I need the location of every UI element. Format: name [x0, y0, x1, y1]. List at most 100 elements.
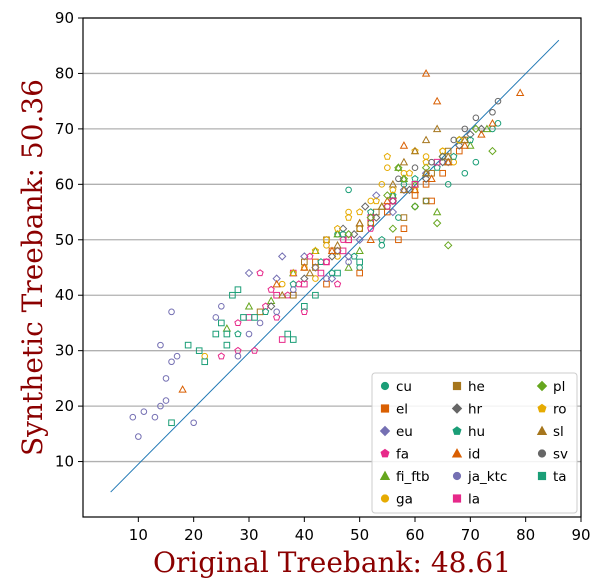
legend-marker — [452, 471, 462, 481]
data-point — [339, 247, 347, 255]
data-point — [140, 408, 148, 415]
data-point — [245, 314, 253, 321]
data-point — [240, 314, 247, 321]
data-point — [323, 275, 330, 282]
data-point — [383, 196, 392, 205]
x-tick-label: 10 — [129, 526, 148, 544]
data-point — [355, 235, 364, 244]
data-point — [356, 208, 364, 216]
data-point — [367, 224, 375, 232]
y-tick-label: 60 — [55, 175, 74, 193]
data-point — [388, 224, 398, 233]
data-point — [312, 275, 319, 282]
data-point — [383, 191, 392, 200]
data-point — [244, 301, 254, 310]
data-point — [223, 330, 231, 338]
data-point — [384, 164, 391, 171]
data-point — [378, 181, 386, 188]
data-point — [421, 168, 431, 177]
data-point — [266, 302, 276, 311]
data-point — [333, 280, 342, 288]
legend-item: id — [451, 447, 480, 463]
data-point — [377, 202, 387, 210]
legend-marker — [452, 381, 462, 391]
data-point — [356, 258, 363, 266]
data-point — [289, 286, 297, 293]
data-point — [295, 280, 303, 288]
data-point — [455, 147, 463, 155]
data-point — [344, 263, 353, 271]
data-point — [367, 197, 375, 205]
data-point — [383, 152, 391, 160]
legend-label: id — [468, 447, 480, 463]
data-point — [450, 152, 458, 160]
data-point — [410, 202, 420, 211]
data-point — [168, 358, 175, 366]
legend-marker — [537, 403, 547, 413]
data-point — [395, 175, 402, 183]
data-point — [178, 385, 187, 393]
data-point — [443, 157, 453, 167]
legend-item: la — [452, 492, 480, 508]
data-point — [395, 214, 402, 221]
data-point — [432, 218, 442, 228]
data-point — [300, 308, 308, 315]
data-point — [421, 163, 431, 172]
x-tick-label: 90 — [571, 526, 590, 544]
legend-box — [371, 372, 578, 514]
data-point — [399, 185, 409, 194]
data-point — [488, 146, 497, 156]
data-point — [312, 264, 319, 271]
data-point — [334, 269, 341, 277]
data-points — [129, 69, 525, 440]
data-point — [135, 433, 142, 440]
data-point — [372, 191, 381, 200]
data-point — [190, 419, 197, 427]
data-point — [428, 158, 435, 166]
data-point — [461, 125, 469, 133]
data-point — [439, 169, 446, 177]
legend-marker — [536, 425, 548, 435]
data-point — [466, 141, 475, 149]
legend-label: sv — [553, 447, 568, 463]
data-point — [472, 114, 480, 122]
data-point — [317, 269, 325, 277]
reference-line — [110, 39, 560, 493]
legend-label: he — [468, 379, 485, 395]
data-point — [411, 164, 419, 171]
legend-marker — [380, 404, 390, 413]
data-point — [344, 213, 353, 221]
legend-marker — [536, 380, 548, 392]
data-point — [356, 225, 363, 232]
legend-item: hr — [451, 402, 483, 418]
data-point — [472, 158, 480, 166]
data-point — [444, 181, 452, 188]
data-point — [345, 258, 352, 266]
data-point — [477, 130, 486, 138]
x-tick-label: 50 — [350, 526, 369, 544]
data-point — [399, 174, 409, 182]
data-point — [421, 69, 431, 77]
data-point — [360, 202, 370, 211]
data-point — [411, 181, 419, 188]
legend-item: pl — [536, 379, 565, 395]
data-point — [366, 213, 375, 222]
x-tick-label: 30 — [239, 526, 258, 544]
legend-item: sl — [536, 424, 564, 440]
data-point — [327, 252, 337, 261]
data-point — [300, 274, 309, 283]
y-axis-ticks: 10 20 30 40 50 60 70 80 90 — [55, 9, 83, 471]
legend-item: eu — [379, 424, 413, 440]
data-point — [272, 274, 281, 283]
legend-item: sv — [537, 447, 568, 463]
legend-marker — [537, 471, 547, 481]
data-point — [460, 135, 470, 144]
data-point — [162, 375, 170, 382]
legend-marker — [451, 403, 463, 414]
data-point — [355, 218, 364, 227]
data-point — [323, 280, 330, 288]
data-point — [201, 352, 209, 360]
legend-label: pl — [553, 379, 565, 395]
data-point — [327, 274, 337, 283]
data-point — [432, 96, 442, 105]
